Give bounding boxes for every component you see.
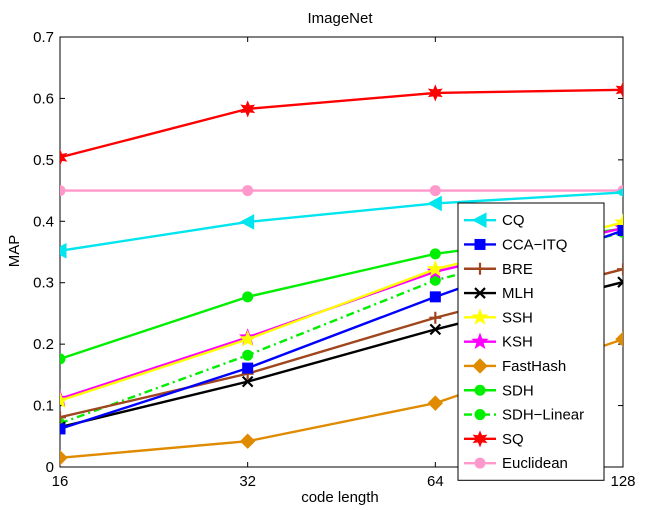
data-point-cca-itq [60,423,66,435]
x-tick-label: 64 [427,473,444,490]
chart-title: ImageNet [307,10,373,27]
data-point-cca-itq [617,225,623,236]
legend-entry-cca-itq: CCA−ITQ [464,236,567,253]
data-point-bre [617,263,623,276]
legend-label: SSH [502,309,533,326]
legend-marker [471,308,489,325]
legend-marker [474,262,486,275]
legend-marker [472,358,488,374]
y-tick-label: 0 [46,459,54,476]
legend-marker [474,287,486,299]
series-line-cq [60,191,623,252]
data-point-cq [60,242,67,259]
legend-entry-sdh-linear: SDH−Linear [464,407,584,424]
data-point-cca-itq [242,362,254,374]
legend-marker [474,384,486,396]
data-point-ssh [60,391,69,408]
legend-label: SDH−Linear [502,407,584,424]
data-point-fasthash [239,433,256,449]
legend-marker [474,409,486,421]
data-point-sq [427,84,443,102]
legend-entry-ssh: SSH [464,308,533,326]
data-point-fasthash [60,450,68,466]
legend-entry-fasthash: FastHash [464,358,566,375]
legend-label: CCA−ITQ [502,236,567,253]
y-tick-label: 0.3 [33,275,54,292]
x-axis-label: code length [301,489,379,506]
data-point-sq [615,81,623,99]
series-sq [60,81,623,166]
legend-entry-sq: SQ [464,430,524,448]
legend-label: FastHash [502,358,566,375]
x-tick-label: 16 [52,473,69,490]
data-point-sq [240,100,256,118]
legend-marker [474,238,486,250]
data-point-mlh [429,323,442,336]
data-point-bre [60,411,66,424]
legend-marker [471,212,487,228]
data-point-cq [614,188,623,197]
series-line-sq [60,88,623,159]
y-tick-label: 0.2 [33,336,54,353]
legend-marker [471,332,489,350]
legend-label: Euclidean [502,455,568,472]
data-point-sdh [242,291,254,303]
legend-entry-mlh: MLH [464,285,534,302]
data-point-sq [60,148,68,166]
y-tick-label: 0.1 [33,398,54,415]
series-cq [60,188,623,259]
data-point-fasthash [427,395,444,411]
data-point-mlh [241,375,254,388]
data-point-sdh-linear [242,349,254,361]
legend-label: SDH [502,382,534,399]
legend-label: KSH [502,334,533,351]
data-point-sdh [429,248,441,260]
y-tick-label: 0.7 [33,29,54,46]
y-tick-label: 0.4 [33,213,54,230]
data-point-ssh [426,260,444,277]
data-point-fasthash [615,331,623,347]
data-point-mlh [617,276,623,288]
data-point-cq [239,214,255,230]
data-point-euclidean [429,185,441,197]
legend-label: BRE [502,261,533,278]
legend-entry-sdh: SDH [464,382,534,399]
x-tick-label: 32 [239,473,256,490]
data-point-bre [429,311,442,324]
legend-label: MLH [502,285,534,302]
legend-label: SQ [502,431,524,448]
data-point-cq [427,195,442,212]
y-axis-label: MAP [6,235,23,268]
x-tick-label: 128 [610,473,635,490]
data-point-ssh [239,330,257,347]
data-point-euclidean [242,185,254,197]
legend-marker [472,430,488,448]
data-point-sdh [60,353,66,365]
legend-entry-ksh: KSH [464,332,533,351]
legend-entry-bre: BRE [464,261,533,278]
legend-entry-euclidean: Euclidean [464,455,568,472]
y-tick-label: 0.5 [33,152,54,169]
legend-marker [474,457,486,469]
legend-entry-cq: CQ [464,212,525,229]
y-tick-label: 0.6 [33,90,54,107]
data-point-cca-itq [429,291,441,303]
legend: CQ CCA−ITQ BRE MLH SSH KSH FastHash SDH SDH−Line… [457,202,605,481]
legend-label: CQ [502,212,525,229]
data-point-euclidean [60,185,66,197]
